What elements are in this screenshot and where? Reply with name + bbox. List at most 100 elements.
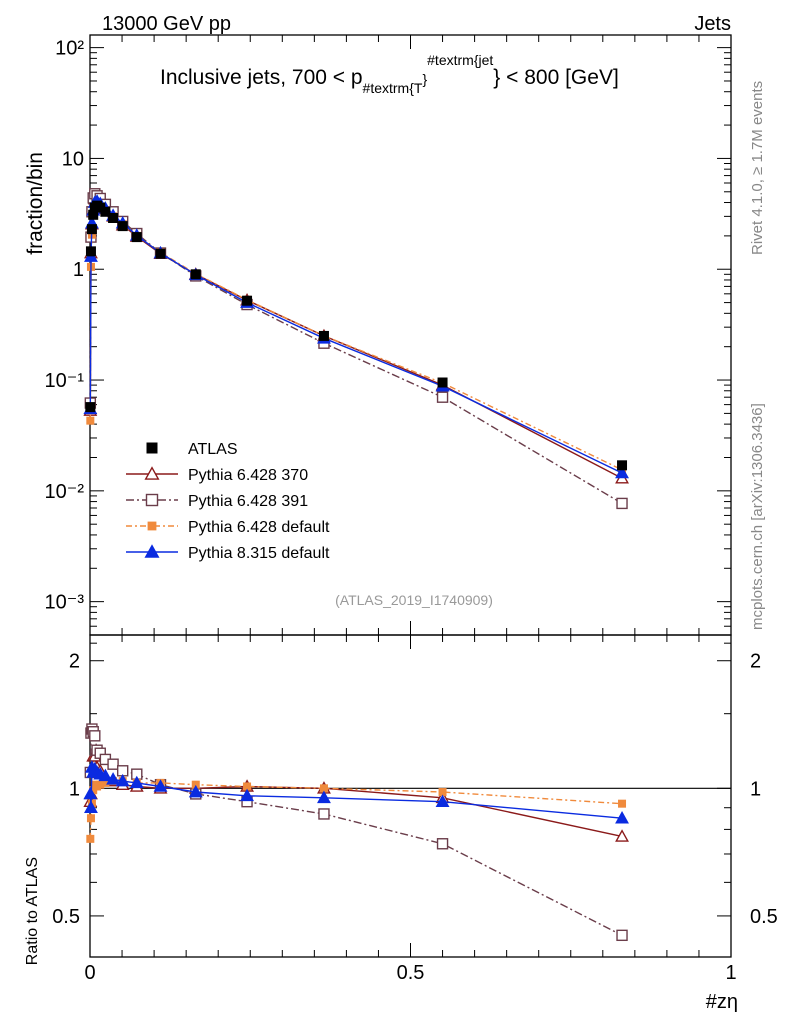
ratio-point: [319, 784, 328, 793]
data-point: [131, 232, 142, 243]
ratio-point: [98, 768, 113, 782]
ratio-series-line: [89, 767, 623, 819]
data-point: [617, 460, 628, 471]
y-axis-label: fraction/bin: [24, 152, 47, 255]
ratio-tick-label: 0.5: [52, 906, 80, 928]
data-point: [190, 269, 201, 280]
analysis-watermark: (ATLAS_2019_I1740909): [335, 592, 493, 608]
data-point: [85, 402, 96, 413]
ratio-series-line: [89, 755, 623, 838]
series-line: [89, 200, 623, 474]
data-point: [318, 330, 329, 341]
data-point: [108, 212, 119, 223]
legend-label: Pythia 6.428 370: [188, 467, 308, 484]
data-point: [616, 497, 628, 510]
series-atlas: [85, 200, 628, 471]
ratio-point: [615, 829, 629, 842]
ratio-tick-label: 1: [69, 778, 80, 800]
legend-label: ATLAS: [188, 441, 238, 458]
legend-marker: [144, 466, 160, 480]
main-plot-frame: [89, 34, 732, 636]
ratio-tick-label: 2: [69, 651, 80, 673]
header-right: Jets: [694, 13, 731, 35]
ratio-point: [101, 778, 110, 787]
legend-item: Pythia 8.315 default: [126, 544, 330, 562]
rivet-label: Rivet 4.1.0, ≥ 1.7M events: [749, 81, 766, 255]
data-point: [242, 295, 253, 306]
series-pythia-8-315-default: [83, 194, 629, 824]
ratio-point: [317, 790, 331, 804]
ratio-point: [618, 799, 627, 808]
legend-item: Pythia 6.428 370: [126, 466, 308, 484]
ratio-point: [153, 779, 168, 792]
ratio-point: [129, 775, 144, 789]
ratio-tick-label-right: 2: [750, 651, 761, 673]
legend-marker: [145, 493, 159, 507]
ratio-point: [240, 788, 254, 802]
ratio-point: [115, 773, 130, 787]
series-line: [89, 197, 623, 479]
data-point: [86, 416, 95, 425]
ratio-point: [438, 788, 447, 797]
ratio-point: [96, 780, 105, 789]
ratio-point: [89, 730, 101, 742]
series-pythia-6-428-370: [83, 191, 629, 842]
data-point: [85, 246, 96, 257]
ratio-point: [86, 834, 95, 843]
ratio-point: [84, 800, 98, 814]
ratio-point: [318, 808, 330, 820]
legend-item: ATLAS: [146, 441, 238, 458]
y-tick-label: 10⁻²: [45, 481, 85, 503]
legend-marker: [147, 521, 157, 531]
x-tick-label: 0.5: [397, 962, 425, 984]
ratio-point: [86, 814, 95, 823]
plot-title: Inclusive jets, 700 < p#textrm{T}#textrm…: [160, 52, 619, 96]
data-point: [117, 221, 128, 232]
data-point: [615, 465, 629, 479]
series-pythia-6-428-391: [84, 188, 628, 942]
ratio-plot-frame: [89, 634, 732, 958]
legend-marker: [146, 442, 158, 454]
series-pythia-6-428-default: [86, 200, 627, 843]
data-point: [155, 248, 166, 259]
legend-item: Pythia 6.428 391: [126, 493, 308, 510]
x-axis-label: #zη: [706, 991, 738, 1013]
ratio-point: [188, 784, 203, 798]
ratio-point: [107, 758, 119, 770]
ratio-point: [106, 772, 121, 785]
series-line: [89, 204, 623, 471]
mcplots-label: mcplots.cern.ch [arXiv:1306.3436]: [749, 403, 766, 630]
data-point: [86, 224, 97, 235]
ratio-point: [436, 838, 449, 850]
y-tick-label: 1: [73, 259, 84, 281]
x-tick-label: 0: [84, 962, 95, 984]
legend-label: Pythia 6.428 default: [188, 519, 330, 536]
y-tick-label: 10⁻¹: [45, 370, 85, 392]
ratio-series-line: [89, 726, 623, 936]
ratio-point: [243, 782, 252, 791]
ratio-point: [435, 794, 450, 807]
ratio-tick-label-right: 1: [750, 778, 761, 800]
ratio-point: [615, 811, 629, 824]
data-point: [100, 206, 111, 217]
ratio-point: [83, 786, 98, 800]
y-tick-label: 10²: [55, 38, 84, 60]
data-point: [437, 377, 448, 388]
data-point: [436, 391, 449, 403]
ratio-y-axis-label: Ratio to ATLAS: [24, 857, 41, 965]
x-tick-label: 1: [725, 962, 736, 984]
ratio-tick-label-right: 0.5: [750, 906, 778, 928]
legend-label: Pythia 6.428 391: [188, 493, 308, 510]
ratio-point: [191, 780, 200, 789]
header-left: 13000 GeV pp: [102, 13, 231, 35]
legend-label: Pythia 8.315 default: [188, 545, 330, 562]
legend-marker: [144, 544, 160, 558]
y-tick-label: 10⁻³: [45, 592, 85, 614]
data-point: [88, 209, 99, 220]
ratio-series-line: [89, 780, 623, 839]
data-point: [95, 202, 106, 213]
y-tick-label: 10: [62, 148, 84, 170]
ratio-point: [616, 929, 628, 942]
legend-item: Pythia 6.428 default: [126, 519, 330, 536]
